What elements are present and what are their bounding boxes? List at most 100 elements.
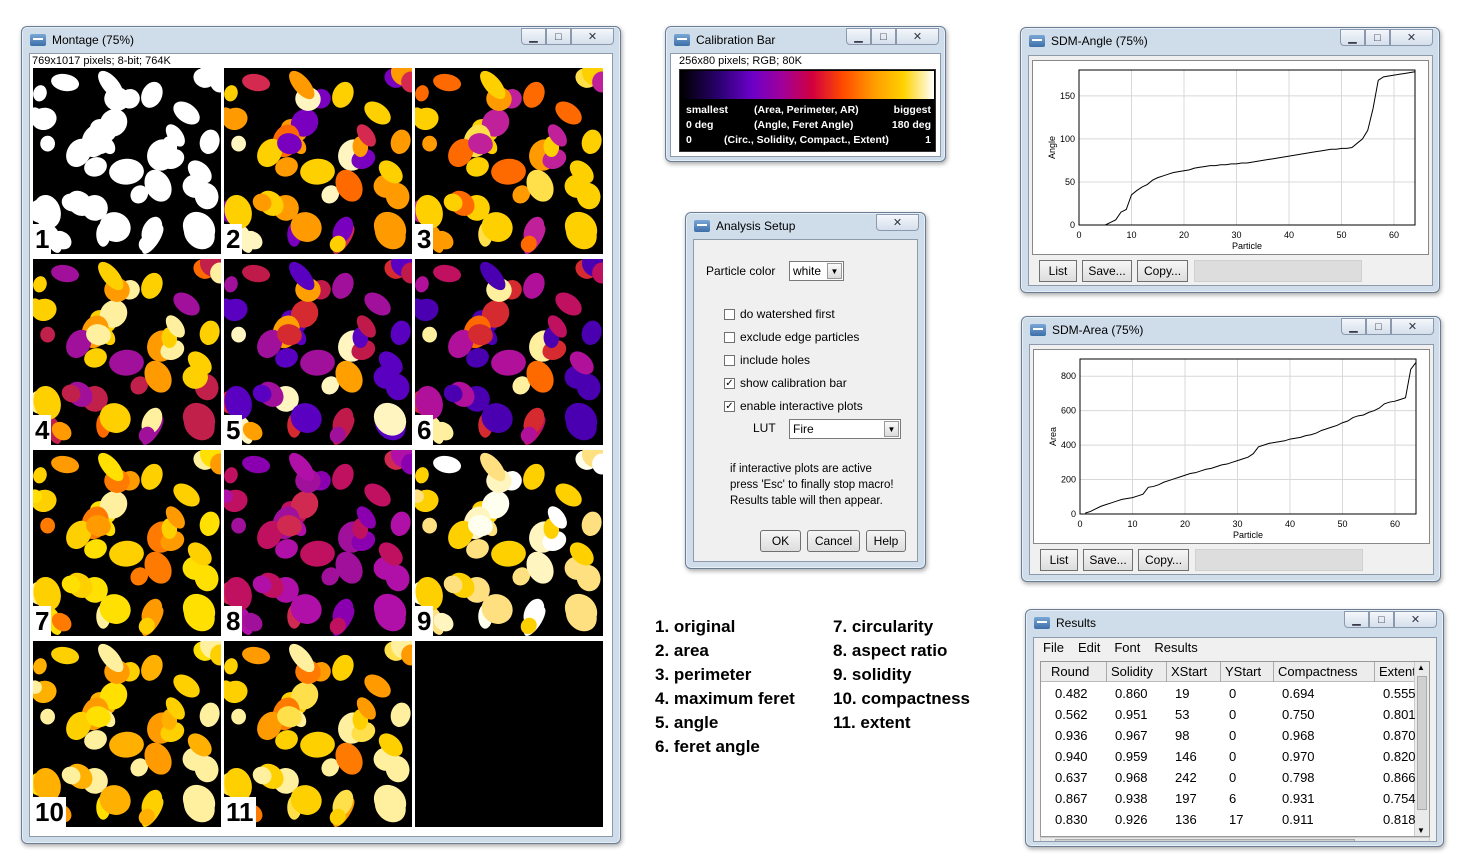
table-cell[interactable]: 0.940: [1055, 749, 1088, 764]
montage-image[interactable]: 1 2 3 4 5 6 7 8 9 10 11: [33, 68, 609, 830]
minimize-button[interactable]: ▁: [521, 28, 546, 45]
table-cell[interactable]: 0.830: [1055, 812, 1088, 827]
table-cell[interactable]: 0.870: [1383, 728, 1416, 743]
menu-file[interactable]: File: [1043, 640, 1064, 655]
table-cell[interactable]: 0: [1229, 749, 1237, 764]
scroll-thumb[interactable]: [1417, 676, 1427, 810]
column-header[interactable]: YStart: [1221, 662, 1274, 682]
table-cell[interactable]: 0.860: [1115, 686, 1148, 701]
plot-area[interactable]: 0 10 20 30 40 50 60 0 50 100 150 Particle Angle: [1032, 60, 1429, 255]
table-cell[interactable]: 0: [1229, 728, 1237, 743]
plot-titlebar[interactable]: SDM-Angle (75%) ▁ □ ✕: [1021, 28, 1439, 54]
watershed-checkbox[interactable]: do watershed first: [724, 307, 835, 321]
column-header[interactable]: Solidity: [1107, 662, 1167, 682]
table-cell[interactable]: 197: [1175, 791, 1197, 806]
table-cell[interactable]: 53: [1175, 707, 1190, 722]
table-cell[interactable]: 0.555: [1383, 686, 1416, 701]
list-button[interactable]: List: [1039, 260, 1077, 282]
analysis-setup-dialog[interactable]: Analysis Setup ✕ Particle color white ▼ …: [685, 212, 926, 569]
table-cell[interactable]: 0.968: [1115, 770, 1148, 785]
copy-button[interactable]: Copy...: [1138, 549, 1189, 571]
checkbox-box[interactable]: [724, 331, 735, 343]
scroll-left-arrow-icon[interactable]: ◀: [1043, 838, 1049, 841]
column-header[interactable]: Compactness: [1274, 662, 1375, 682]
ok-button[interactable]: OK: [760, 530, 801, 552]
close-button[interactable]: ✕: [896, 28, 939, 45]
table-cell[interactable]: 0: [1229, 686, 1237, 701]
help-button[interactable]: Help: [866, 530, 906, 552]
save-button[interactable]: Save...: [1083, 549, 1133, 571]
interactive-plots-checkbox[interactable]: ✓ enable interactive plots: [724, 399, 863, 413]
scroll-down-arrow-icon[interactable]: ▼: [1417, 826, 1425, 835]
particle-color-select[interactable]: white ▼: [789, 261, 844, 281]
table-cell[interactable]: 98: [1175, 728, 1190, 743]
table-cell[interactable]: 0.936: [1055, 728, 1088, 743]
checkbox-box[interactable]: ✓: [724, 400, 735, 412]
horizontal-scrollbar[interactable]: ◀ ▶: [1040, 837, 1430, 841]
sdm-area-window[interactable]: SDM-Area (75%) ▁ □ ✕ 0 10 20 30 40 50 60 0 200 40…: [1021, 316, 1441, 582]
close-button[interactable]: ✕: [1390, 29, 1433, 46]
table-cell[interactable]: 0.562: [1055, 707, 1088, 722]
table-cell[interactable]: 0.694: [1282, 686, 1315, 701]
table-cell[interactable]: 0.959: [1115, 749, 1148, 764]
column-header[interactable]: Round: [1047, 662, 1107, 682]
table-cell[interactable]: 0: [1229, 707, 1237, 722]
checkbox-box[interactable]: [724, 308, 735, 320]
dialog-titlebar[interactable]: Analysis Setup ✕: [686, 213, 925, 239]
column-header[interactable]: Extent: [1375, 662, 1429, 682]
table-cell[interactable]: 0.931: [1282, 791, 1315, 806]
table-cell[interactable]: 17: [1229, 812, 1244, 827]
results-table[interactable]: Round Solidity XStart YStart Compactness Exte…: [1040, 661, 1430, 837]
scroll-thumb[interactable]: [1055, 839, 1355, 841]
table-cell[interactable]: 0.911: [1282, 812, 1314, 827]
table-cell[interactable]: 136: [1175, 812, 1197, 827]
table-cell[interactable]: 0.637: [1055, 770, 1088, 785]
montage-titlebar[interactable]: Montage (75%) ▁ □ ✕: [22, 27, 620, 53]
column-header[interactable]: XStart: [1167, 662, 1221, 682]
maximize-button[interactable]: □: [1366, 318, 1391, 335]
minimize-button[interactable]: ▁: [1341, 318, 1366, 335]
list-button[interactable]: List: [1040, 549, 1078, 571]
maximize-button[interactable]: □: [546, 28, 571, 45]
include-holes-checkbox[interactable]: include holes: [724, 353, 810, 367]
calibration-window[interactable]: Calibration Bar ▁ □ ✕ 256x80 pixels; RGB…: [665, 26, 946, 162]
table-cell[interactable]: 146: [1175, 749, 1197, 764]
table-cell[interactable]: 0.938: [1115, 791, 1148, 806]
scroll-right-arrow-icon[interactable]: ▶: [1421, 838, 1427, 841]
close-button[interactable]: ✕: [876, 214, 919, 231]
plot-area[interactable]: 0 10 20 30 40 50 60 0 200 400 600 800 Particle Area: [1033, 349, 1430, 544]
checkbox-box[interactable]: ✓: [724, 377, 735, 389]
calibration-titlebar[interactable]: Calibration Bar ▁ □ ✕: [666, 27, 945, 53]
exclude-edge-checkbox[interactable]: exclude edge particles: [724, 330, 859, 344]
close-button[interactable]: ✕: [1394, 611, 1437, 628]
table-cell[interactable]: 0.482: [1055, 686, 1088, 701]
table-cell[interactable]: 0.754: [1383, 791, 1416, 806]
table-cell[interactable]: 0: [1229, 770, 1237, 785]
table-cell[interactable]: 0.798: [1282, 770, 1315, 785]
table-cell[interactable]: 0.801: [1383, 707, 1416, 722]
menu-edit[interactable]: Edit: [1077, 640, 1101, 655]
lut-select[interactable]: Fire ▼: [789, 419, 901, 439]
maximize-button[interactable]: □: [1369, 611, 1394, 628]
montage-window[interactable]: Montage (75%) ▁ □ ✕ 769x1017 pixels; 8-b…: [21, 26, 621, 844]
table-cell[interactable]: 0.951: [1115, 707, 1148, 722]
scroll-up-arrow-icon[interactable]: ▲: [1417, 663, 1425, 672]
maximize-button[interactable]: □: [1365, 29, 1390, 46]
table-cell[interactable]: 19: [1175, 686, 1190, 701]
table-cell[interactable]: 0.820: [1383, 749, 1416, 764]
table-cell[interactable]: 242: [1175, 770, 1197, 785]
table-cell[interactable]: 0.866: [1383, 770, 1416, 785]
checkbox-box[interactable]: [724, 354, 735, 366]
menu-font[interactable]: Font: [1114, 640, 1141, 655]
table-cell[interactable]: 0.967: [1115, 728, 1148, 743]
save-button[interactable]: Save...: [1082, 260, 1132, 282]
minimize-button[interactable]: ▁: [1340, 29, 1365, 46]
vertical-scrollbar[interactable]: ▲ ▼: [1414, 662, 1429, 836]
plot-titlebar[interactable]: SDM-Area (75%) ▁ □ ✕: [1022, 317, 1440, 343]
close-button[interactable]: ✕: [1391, 318, 1434, 335]
results-titlebar[interactable]: Results ▁ □ ✕: [1026, 610, 1443, 636]
table-cell[interactable]: 0.818: [1383, 812, 1416, 827]
table-cell[interactable]: 0.750: [1282, 707, 1315, 722]
minimize-button[interactable]: ▁: [1344, 611, 1369, 628]
table-cell[interactable]: 0.968: [1282, 728, 1315, 743]
